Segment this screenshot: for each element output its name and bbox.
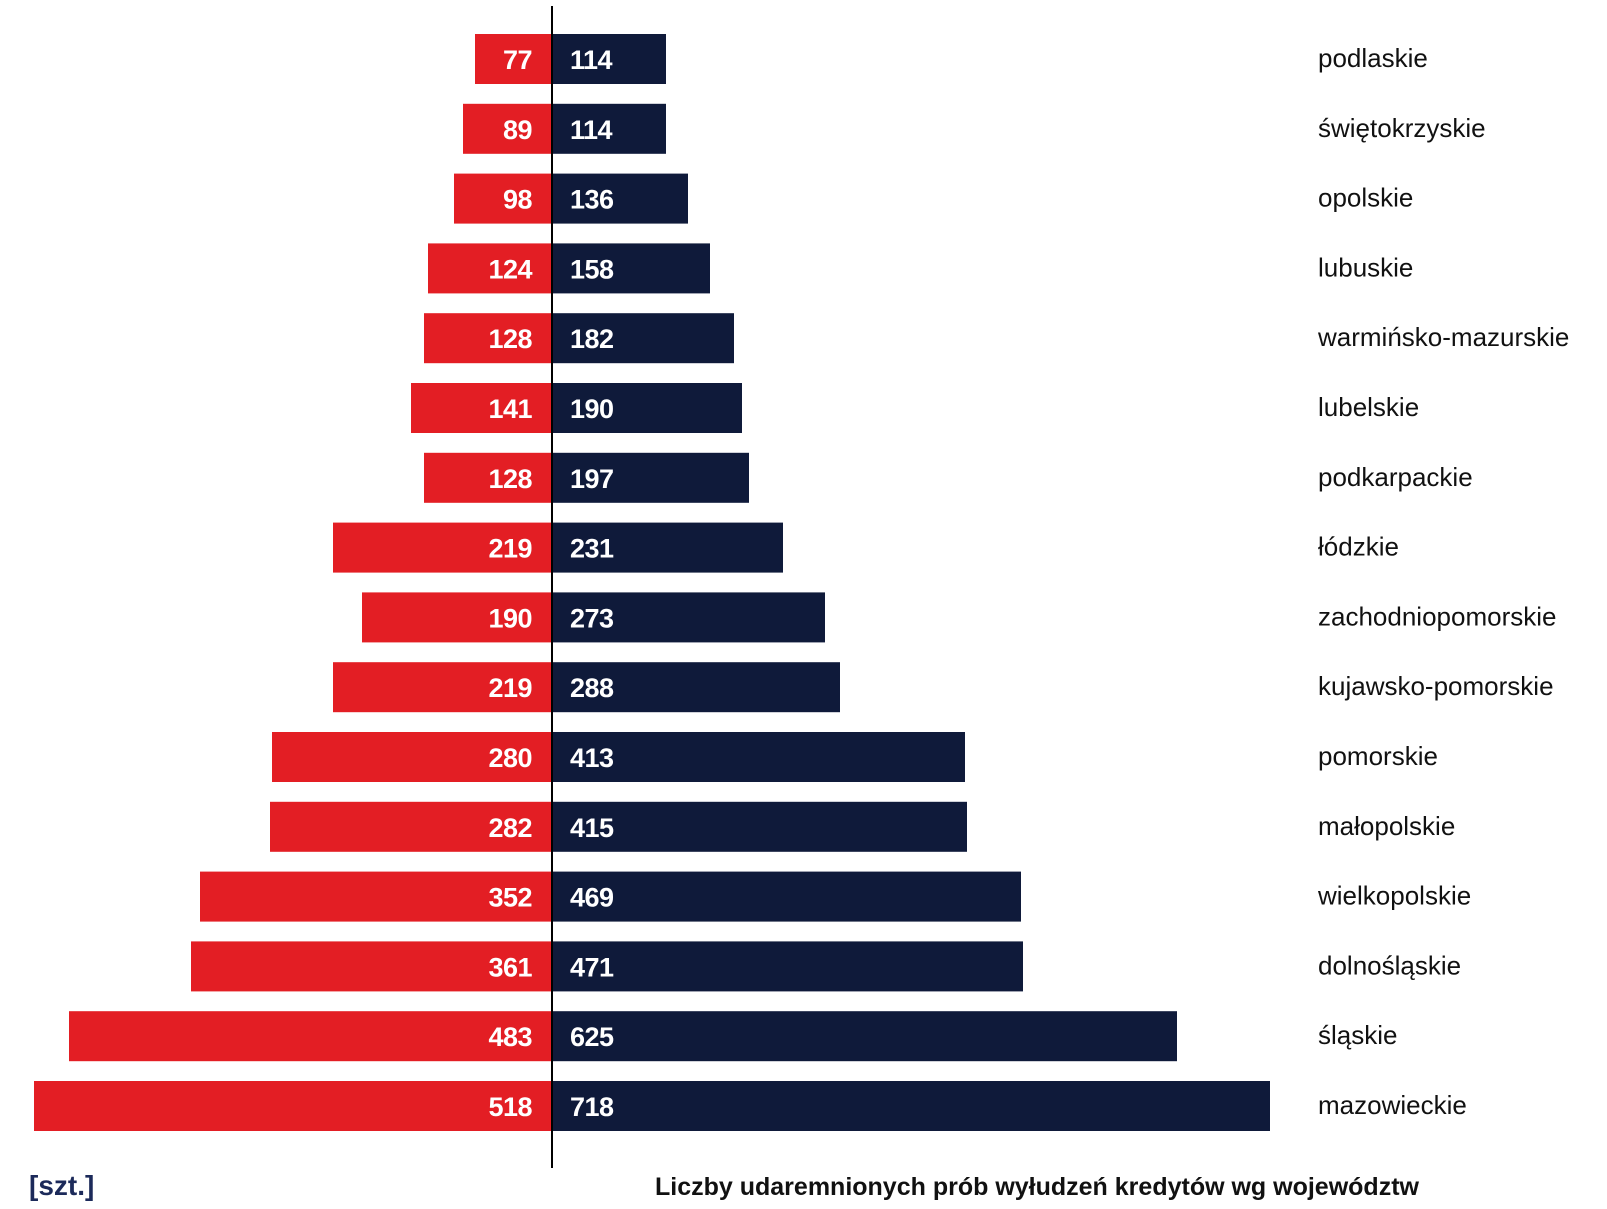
right-bar-value-label: 158 bbox=[570, 254, 614, 284]
right-bar-value-label: 190 bbox=[570, 394, 614, 424]
left-bar bbox=[424, 452, 552, 503]
right-bar-value-label: 197 bbox=[570, 464, 614, 494]
right-bar bbox=[552, 173, 688, 224]
left-bar-value-label: 128 bbox=[488, 464, 532, 494]
left-bar bbox=[333, 662, 552, 713]
right-bar bbox=[552, 452, 749, 503]
left-bar-value-label: 219 bbox=[488, 673, 532, 703]
right-bar bbox=[552, 1011, 1177, 1062]
left-bar-value-label: 352 bbox=[488, 883, 532, 913]
right-bar-value-label: 413 bbox=[570, 743, 614, 773]
left-bar bbox=[411, 383, 552, 433]
right-bar bbox=[552, 732, 965, 782]
right-bar-value-label: 136 bbox=[570, 185, 614, 215]
left-bar-value-label: 98 bbox=[503, 185, 533, 215]
left-bar-value-label: 141 bbox=[488, 394, 532, 424]
right-bar bbox=[552, 801, 967, 852]
left-bar bbox=[69, 1011, 552, 1062]
left-bar-value-label: 282 bbox=[488, 813, 532, 843]
left-bar-value-label: 219 bbox=[488, 534, 532, 564]
category-label: lubelskie bbox=[1318, 392, 1419, 422]
category-label: pomorskie bbox=[1318, 741, 1438, 771]
left-bar bbox=[475, 34, 552, 84]
right-bar-value-label: 231 bbox=[570, 534, 614, 564]
chart-title: Liczby udaremnionych prób wyłudzeń kredy… bbox=[655, 1173, 1420, 1201]
right-bar bbox=[552, 1081, 1270, 1131]
category-label: mazowieckie bbox=[1318, 1090, 1467, 1120]
right-bar bbox=[552, 871, 1021, 922]
right-bar-value-label: 288 bbox=[570, 673, 614, 703]
left-bar-value-label: 89 bbox=[503, 115, 533, 145]
unit-label: [szt.] bbox=[29, 1170, 94, 1201]
left-bar-value-label: 128 bbox=[488, 324, 532, 354]
category-label: podkarpackie bbox=[1318, 462, 1473, 492]
left-bar bbox=[270, 801, 552, 852]
left-bar-value-label: 77 bbox=[503, 45, 532, 75]
left-series-bars: 77 89 98 124 128 141 128 219 190 219 280 282 352 361 4… bbox=[34, 34, 552, 1131]
left-bar bbox=[463, 103, 552, 154]
category-label: lubuskie bbox=[1318, 252, 1413, 282]
right-bar bbox=[552, 383, 742, 433]
left-bar bbox=[191, 941, 552, 992]
category-labels: podlaskie świętokrzyskie opolskie lubuskie w… bbox=[1317, 43, 1569, 1120]
right-bar-value-label: 471 bbox=[570, 952, 614, 982]
right-bar bbox=[552, 34, 666, 84]
right-bar bbox=[552, 522, 783, 573]
category-label: łódzkie bbox=[1318, 532, 1399, 562]
category-label: opolskie bbox=[1318, 183, 1413, 213]
category-label: warmińsko-mazurskie bbox=[1317, 322, 1569, 352]
left-bar bbox=[333, 522, 552, 573]
left-bar-value-label: 190 bbox=[488, 603, 532, 633]
category-label: dolnośląskie bbox=[1318, 950, 1461, 980]
left-bar-value-label: 124 bbox=[488, 254, 532, 284]
left-bar-value-label: 483 bbox=[488, 1022, 532, 1052]
category-label: wielkopolskie bbox=[1317, 881, 1471, 911]
right-bar-value-label: 469 bbox=[570, 883, 614, 913]
left-bar-value-label: 280 bbox=[488, 743, 532, 773]
right-bar bbox=[552, 941, 1023, 992]
left-bar bbox=[424, 313, 552, 364]
category-label: podlaskie bbox=[1318, 43, 1428, 73]
category-label: świętokrzyskie bbox=[1318, 113, 1486, 143]
left-bar bbox=[362, 592, 552, 643]
right-bar bbox=[552, 243, 710, 294]
left-bar bbox=[272, 732, 552, 782]
right-bar bbox=[552, 313, 734, 364]
right-bar-value-label: 182 bbox=[570, 324, 614, 354]
category-label: małopolskie bbox=[1318, 811, 1455, 841]
left-bar bbox=[34, 1081, 552, 1131]
right-bar-value-label: 273 bbox=[570, 603, 614, 633]
left-bar-value-label: 361 bbox=[488, 952, 532, 982]
left-bar bbox=[200, 871, 552, 922]
category-label: kujawsko-pomorskie bbox=[1318, 671, 1554, 701]
right-series-bars: 114 114 136 158 182 190 197 231 273 288 413 415 469 4… bbox=[552, 34, 1270, 1131]
right-bar-value-label: 415 bbox=[570, 813, 614, 843]
right-bar bbox=[552, 662, 840, 713]
left-bar bbox=[428, 243, 552, 294]
right-bar bbox=[552, 592, 825, 643]
right-bar-value-label: 114 bbox=[570, 45, 613, 75]
left-bar-value-label: 518 bbox=[488, 1092, 532, 1122]
right-bar-value-label: 114 bbox=[570, 115, 613, 145]
category-label: zachodniopomorskie bbox=[1318, 601, 1556, 631]
right-bar-value-label: 718 bbox=[570, 1092, 614, 1122]
category-label: śląskie bbox=[1318, 1020, 1397, 1050]
right-bar-value-label: 625 bbox=[570, 1022, 614, 1052]
left-bar bbox=[454, 173, 552, 224]
right-bar bbox=[552, 103, 666, 154]
